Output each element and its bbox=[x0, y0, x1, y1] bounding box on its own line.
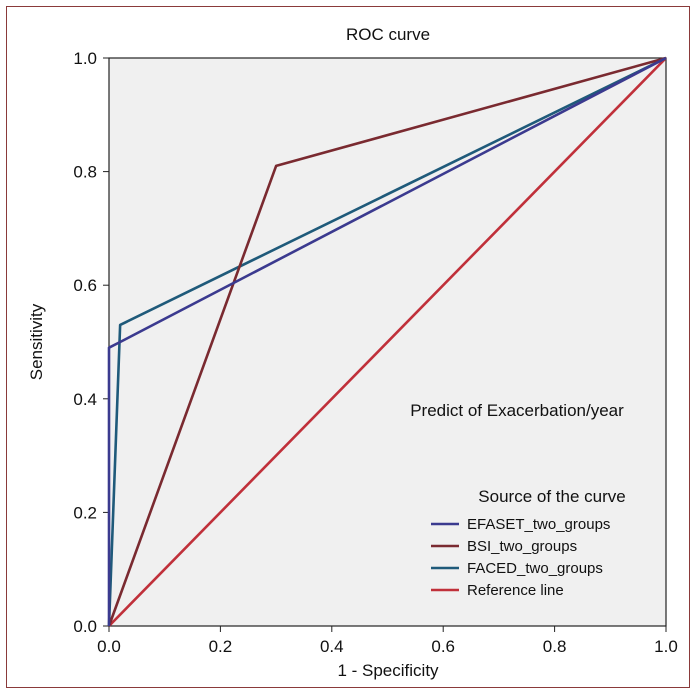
axes: 0.0 0.2 0.4 0.6 0.8 1.0 0.0 0.2 0.4 0.6 0.8 1.0 bbox=[73, 49, 677, 656]
series-line-faced-two-groups bbox=[107, 56, 667, 627]
x-tick-label: 1.0 bbox=[654, 637, 678, 656]
x-axis-label: 1 - Specificity bbox=[337, 661, 439, 680]
legend-title: Source of the curve bbox=[478, 487, 625, 506]
legend: Source of the curve EFASET_two_groups BSI… bbox=[431, 487, 626, 599]
y-tick-label: 1.0 bbox=[73, 49, 97, 68]
series-line-bsi-two-groups bbox=[107, 56, 667, 627]
y-tick-label: 0.8 bbox=[73, 163, 97, 182]
legend-label: FACED_two_groups bbox=[467, 560, 603, 577]
y-tick-label: 0.6 bbox=[73, 276, 97, 295]
series-line-efaset-two-groups bbox=[107, 56, 667, 626]
series-layer bbox=[107, 56, 667, 627]
x-tick-label: 0.0 bbox=[97, 637, 121, 656]
x-tick-label: 0.4 bbox=[320, 637, 344, 656]
y-tick-label: 0.0 bbox=[73, 617, 97, 636]
chart-title: ROC curve bbox=[346, 25, 430, 44]
plot-annotation: Predict of Exacerbation/year bbox=[410, 401, 624, 420]
series-line-reference-line bbox=[108, 57, 667, 627]
x-tick-label: 0.8 bbox=[543, 637, 567, 656]
x-tick-label: 0.6 bbox=[431, 637, 455, 656]
legend-label: Reference line bbox=[467, 582, 564, 599]
legend-label: EFASET_two_groups bbox=[467, 516, 610, 533]
x-tick-label: 0.2 bbox=[209, 637, 233, 656]
y-tick-label: 0.2 bbox=[73, 503, 97, 522]
y-tick-label: 0.4 bbox=[73, 390, 97, 409]
y-axis-label: Sensitivity bbox=[27, 303, 46, 380]
legend-label: BSI_two_groups bbox=[467, 538, 577, 555]
